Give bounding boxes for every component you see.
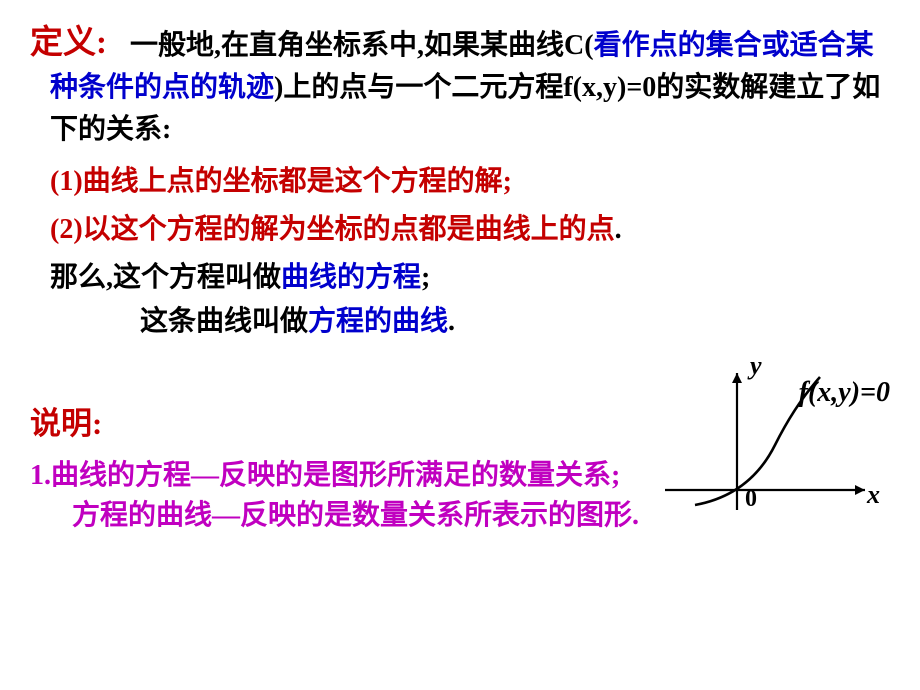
concl2-a: 这条曲线叫做 — [140, 306, 308, 337]
conclusion-line-1: 那么,这个方程叫做曲线的方程; — [30, 257, 890, 299]
axis-x-label: x — [867, 480, 880, 510]
definition-label: 定义: — [30, 19, 107, 69]
y-axis-arrow — [732, 373, 742, 383]
def-close: ) — [274, 72, 283, 103]
cond1-num: (1) — [50, 166, 83, 197]
def-C: C( — [564, 30, 594, 61]
concl2-b: 方程的曲线 — [308, 306, 448, 337]
cond2-dot: . — [615, 214, 622, 245]
origin-label: 0 — [745, 486, 757, 513]
concl2-c: . — [448, 306, 455, 337]
note-1b: —反映的是图形所满足的数量关系; — [191, 460, 620, 491]
definition-block: 定义: 一般地,在直角坐标系中,如果某曲线C(看作点的集合或适合某种条件的点的轨… — [30, 25, 890, 151]
concl1-b: 曲线的方程 — [281, 262, 421, 293]
note-num: 1. — [30, 460, 51, 491]
note-1a: 曲线的方程 — [51, 460, 191, 491]
def-body-1: 一般地,在直角坐标系中,如果某曲线 — [130, 30, 564, 61]
condition-2: (2)以这个方程的解为坐标的点都是曲线上的点. — [30, 209, 890, 251]
concl1-c: ; — [421, 262, 430, 293]
def-eq: f(x,y)=0 — [563, 72, 656, 103]
x-axis-arrow — [855, 485, 865, 495]
cond2-num: (2) — [50, 214, 83, 245]
axis-y-label: y — [750, 351, 762, 381]
condition-1: (1)曲线上点的坐标都是这个方程的解; — [30, 161, 890, 203]
note-2b: —反映的是数量关系所表示的图形. — [212, 500, 639, 531]
cond2-text: 以这个方程的解为坐标的点都是曲线上的点 — [83, 214, 615, 245]
cond1-text: 曲线上点的坐标都是这个方程的解; — [83, 166, 512, 197]
def-body-2: 上的点与一个二元方程 — [283, 72, 563, 103]
conclusion-line-2: 这条曲线叫做方程的曲线. — [30, 301, 890, 343]
plot-equation-label: f(x,y)=0 — [799, 377, 890, 409]
concl1-a: 那么,这个方程叫做 — [50, 262, 281, 293]
curve-plot: y f(x,y)=0 0 x — [655, 355, 890, 525]
note-2a: 方程的曲线 — [30, 500, 212, 531]
